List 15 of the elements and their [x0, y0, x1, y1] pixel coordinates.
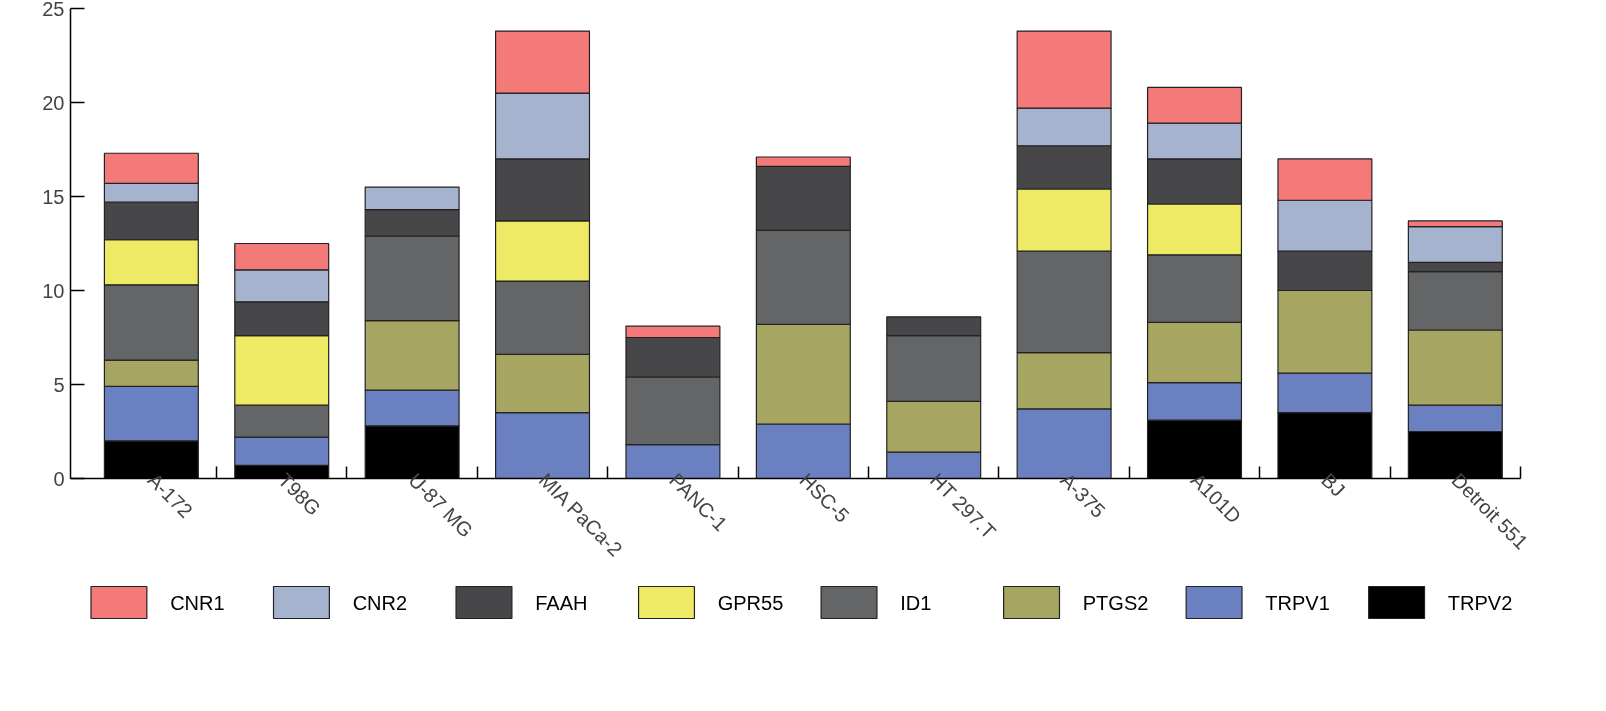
legend-label: TRPV1 [1265, 591, 1330, 614]
y-tick-label: 5 [53, 373, 65, 396]
y-tick-label: 15 [42, 185, 65, 208]
y-tick-label: 0 [53, 467, 65, 490]
legend-label: TRPV2 [1447, 591, 1513, 614]
x-tick-label: BJ [1317, 468, 1350, 501]
y-tick-label: 20 [42, 91, 65, 114]
legend-label: CNR2 [352, 591, 408, 614]
legend-label: GPR55 [717, 591, 784, 614]
y-tick-label: 25 [42, 0, 65, 20]
y-tick-label: 10 [42, 279, 65, 302]
legend-label: ID1 [900, 591, 932, 614]
legend-label: CNR1 [170, 591, 225, 614]
legend-label: PTGS2 [1082, 591, 1149, 614]
legend-label: FAAH [535, 591, 588, 614]
